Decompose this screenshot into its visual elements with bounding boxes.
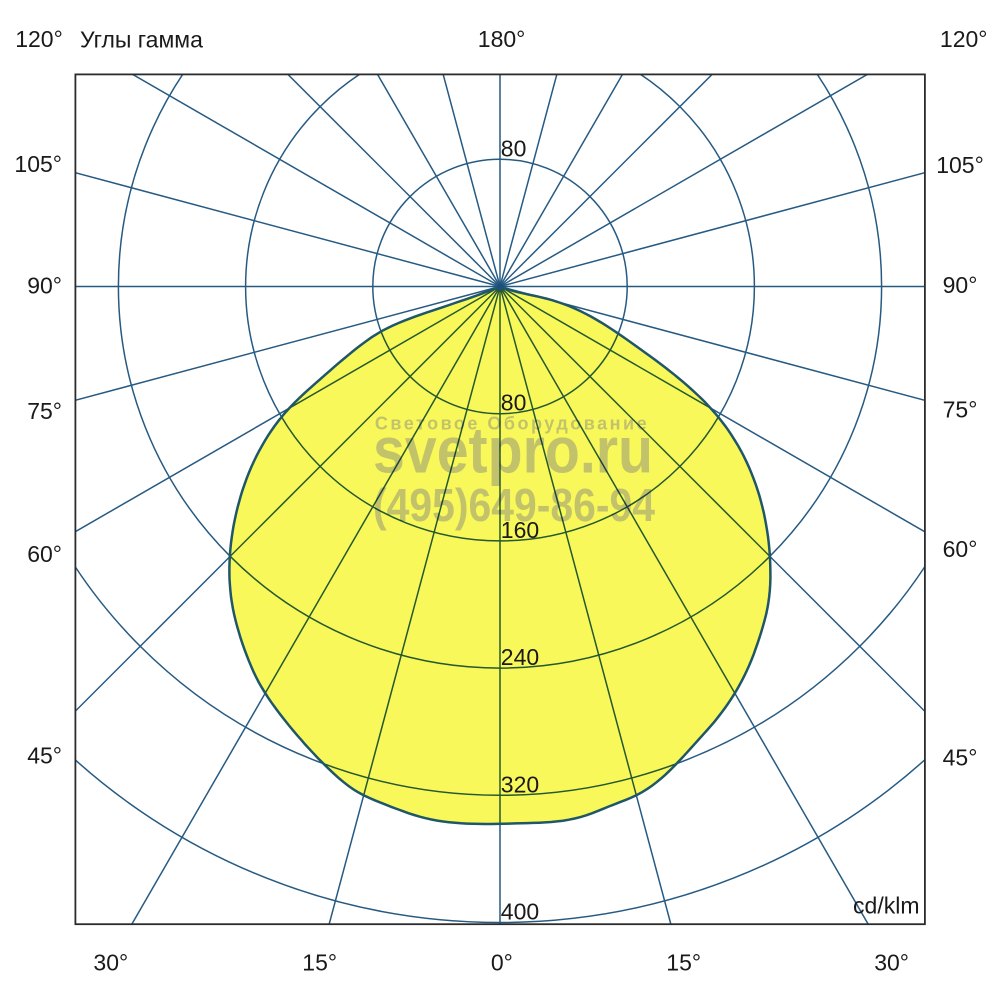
svg-text:90°: 90° [943,272,978,298]
svg-text:240: 240 [501,644,539,670]
svg-text:320: 320 [501,771,539,797]
svg-text:30°: 30° [874,950,909,976]
svg-text:(495)649-86-94: (495)649-86-94 [373,479,655,531]
svg-text:45°: 45° [27,743,62,769]
svg-text:400: 400 [501,899,539,925]
svg-text:105°: 105° [14,151,62,177]
svg-text:160: 160 [501,517,539,543]
svg-text:30°: 30° [93,950,128,976]
svg-text:180°: 180° [478,26,526,52]
svg-text:80: 80 [501,390,527,416]
svg-text:120°: 120° [15,26,63,52]
svg-text:80: 80 [501,135,527,161]
svg-text:60°: 60° [943,536,978,562]
svg-text:0°: 0° [491,950,513,976]
svg-text:90°: 90° [27,273,62,299]
svg-text:75°: 75° [943,397,978,423]
svg-text:cd/klm: cd/klm [853,893,919,919]
svg-text:105°: 105° [936,152,984,178]
svg-text:Углы гамма: Углы гамма [80,27,203,53]
svg-text:75°: 75° [27,398,62,424]
svg-text:45°: 45° [943,744,978,770]
svg-text:Световое Оборудование: Световое Оборудование [375,414,649,434]
svg-text:svetpro.ru: svetpro.ru [373,414,653,487]
svg-text:60°: 60° [27,541,62,567]
svg-text:15°: 15° [666,950,701,976]
svg-text:15°: 15° [302,950,337,976]
svg-text:120°: 120° [940,26,988,52]
